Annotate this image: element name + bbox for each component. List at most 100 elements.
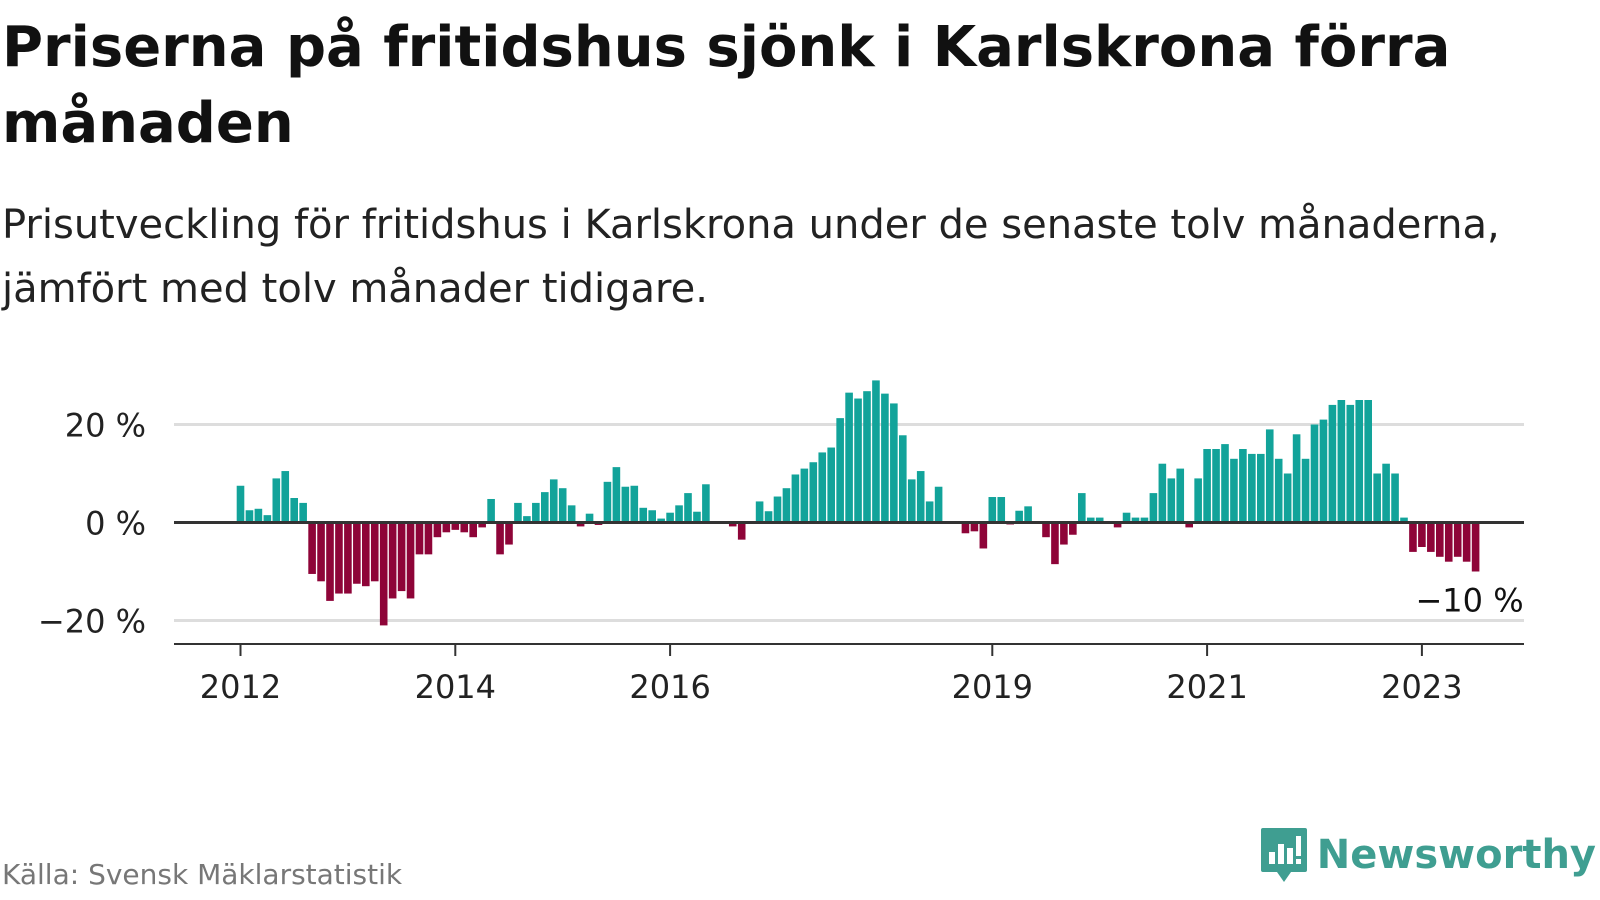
chart-title: Priserna på fritidshus sjönk i Karlskron… — [2, 15, 1451, 156]
bar — [916, 471, 925, 523]
bar — [1095, 517, 1104, 523]
bar — [773, 496, 782, 523]
bar — [872, 380, 880, 523]
bar — [1427, 522, 1435, 552]
bar — [1051, 522, 1059, 565]
bar — [693, 511, 701, 523]
bar — [1185, 522, 1193, 528]
y-tick-label: 0 % — [85, 505, 146, 543]
bar — [272, 478, 281, 523]
bar — [236, 485, 245, 523]
bar — [1122, 512, 1131, 523]
bar — [1060, 522, 1068, 545]
bar — [433, 522, 442, 538]
bar — [1301, 458, 1310, 523]
bar — [818, 452, 827, 523]
bar — [362, 522, 370, 587]
bar — [326, 522, 334, 601]
bar — [899, 435, 907, 523]
bar — [397, 522, 406, 592]
bar — [1024, 506, 1032, 523]
bar — [1257, 453, 1265, 523]
bar — [728, 522, 737, 527]
bar — [800, 468, 809, 523]
x-tick-label: 2019 — [952, 668, 1033, 706]
bar — [254, 508, 263, 523]
bar — [523, 516, 531, 523]
bar — [1355, 400, 1364, 523]
bar — [263, 515, 272, 523]
bar — [1391, 473, 1399, 523]
bar — [1310, 424, 1319, 523]
bar — [532, 502, 540, 523]
y-tick-label: −20 % — [38, 603, 146, 641]
bar — [496, 522, 504, 555]
x-tick-label: 2014 — [415, 668, 496, 706]
bar — [406, 522, 415, 599]
bar — [1194, 478, 1202, 523]
bar — [460, 522, 469, 533]
bar — [424, 522, 433, 555]
bar — [845, 392, 853, 523]
bar — [353, 522, 361, 584]
bar — [245, 510, 254, 523]
bar — [1158, 463, 1167, 523]
bar — [657, 518, 665, 523]
bar — [907, 479, 916, 523]
bar — [505, 522, 513, 545]
bar — [567, 505, 576, 523]
bar — [684, 493, 692, 523]
bar — [925, 501, 934, 523]
bar — [1471, 522, 1480, 572]
bar — [970, 522, 979, 532]
x-tick-label: 2012 — [200, 668, 281, 706]
bar — [442, 522, 451, 533]
bar — [1212, 449, 1220, 523]
bar — [1462, 522, 1471, 562]
bar-chart: 20 % 0 % −20 % 2012 2014 2016 2019 2021 2023 −10 … — [38, 380, 1524, 706]
bar — [612, 467, 621, 523]
bar — [1409, 522, 1417, 552]
x-tick-label: 2016 — [629, 668, 710, 706]
bar — [1239, 449, 1247, 523]
bar — [290, 498, 298, 523]
bar — [997, 497, 1006, 523]
bar — [1078, 493, 1086, 523]
x-tick-label: 2023 — [1381, 668, 1462, 706]
bar — [737, 522, 746, 540]
bar — [379, 522, 388, 626]
bar — [1283, 473, 1292, 523]
bar — [603, 481, 612, 523]
bar — [415, 522, 424, 555]
brand-name: Newsworthy — [1316, 832, 1596, 878]
bar — [1436, 522, 1444, 557]
bar — [1221, 444, 1229, 523]
bar — [1274, 458, 1283, 523]
bar — [299, 502, 307, 523]
bar — [764, 511, 773, 523]
bar — [702, 484, 710, 523]
bar — [809, 462, 818, 523]
bar — [388, 522, 397, 599]
chart-subtitle: Prisutveckling för fritidshus i Karlskro… — [2, 202, 1500, 312]
bar — [1364, 400, 1372, 523]
bar — [308, 522, 316, 574]
bar — [881, 393, 889, 523]
bar — [854, 398, 862, 523]
bar — [1292, 434, 1301, 523]
bar — [1015, 510, 1023, 523]
brand-logo: Newsworthy — [1259, 824, 1596, 886]
bar — [639, 507, 648, 523]
bar — [890, 403, 898, 523]
bar — [1086, 517, 1095, 523]
bar — [1346, 404, 1355, 523]
bar — [1069, 522, 1077, 535]
newsworthy-logo-icon — [1260, 828, 1307, 882]
bar — [1230, 458, 1238, 523]
bar — [827, 447, 835, 523]
bar — [1248, 453, 1256, 523]
bar — [755, 501, 764, 523]
bar — [675, 505, 683, 523]
bar — [549, 479, 558, 523]
bar — [469, 522, 477, 538]
